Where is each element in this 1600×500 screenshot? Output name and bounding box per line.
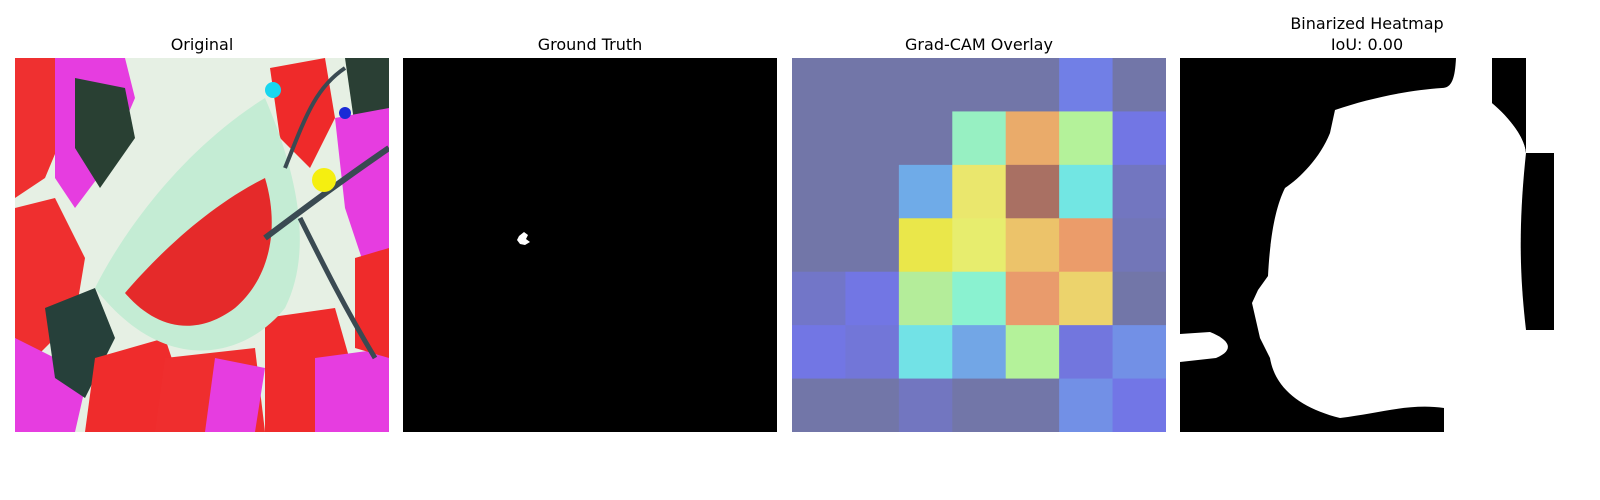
gradcam-cell [845,325,900,380]
gradcam-cell [1059,58,1114,112]
gradcam-cell [952,111,1007,166]
gradcam-cell [1005,325,1060,380]
gradcam-cell [1112,325,1166,380]
gradcam-cell [1112,218,1166,273]
gradcam-cell [952,164,1007,219]
gradcam-cell [792,325,846,380]
gradcam-cell [1112,164,1166,219]
title-binarized-heatmap: Binarized Heatmap [1290,14,1444,33]
ground-truth-render [403,58,777,432]
gradcam-cell [1112,271,1166,326]
gradcam-overlay [792,58,1166,432]
gradcam-cell [898,271,953,326]
gradcam-cell [845,58,900,112]
gradcam-cell [792,111,846,166]
gradcam-cell [845,218,900,273]
gradcam-cell [898,378,953,432]
gradcam-cell [898,218,953,273]
gradcam-cell [898,164,953,219]
gradcam-cell [898,325,953,380]
gradcam-cell [952,378,1007,432]
gradcam-cell [1059,378,1114,432]
binarized-heatmap-render [1180,58,1554,432]
gradcam-cell [1005,271,1060,326]
gradcam-cell [898,58,953,112]
gradcam-cell [845,164,900,219]
ground-truth-mask [403,58,777,432]
gradcam-cell [1112,378,1166,432]
gradcam-cell [845,111,900,166]
ground-truth-blob [517,232,530,245]
gradcam-cell [1005,378,1060,432]
gradcam-cell [952,58,1007,112]
title-iou-score: IoU: 0.00 [1330,35,1404,54]
original-image [15,58,389,432]
title-gradcam-overlay: Grad-CAM Overlay [905,35,1053,54]
gradcam-cell [792,378,846,432]
gradcam-cell [1005,164,1060,219]
binarized-heatmap [1180,58,1554,432]
gradcam-cell [952,325,1007,380]
gradcam-cell [1059,271,1114,326]
original-image-render [15,58,389,432]
gradcam-cell [1059,325,1114,380]
gradcam-cell [1005,111,1060,166]
gradcam-cell [1005,218,1060,273]
gradcam-cell [952,271,1007,326]
gradcam-cell [1059,111,1114,166]
heatmap-white-region [1252,58,1554,432]
gradcam-cell [952,218,1007,273]
gradcam-cell [1112,58,1166,112]
gradcam-cell [792,271,846,326]
title-ground-truth: Ground Truth [537,35,643,54]
gradcam-cell [1059,218,1114,273]
gradcam-cell [845,271,900,326]
gradcam-grid [792,58,1166,432]
gradcam-cell [792,218,846,273]
title-original: Original [170,35,234,54]
gradcam-cell [845,378,900,432]
gradcam-cell [1059,164,1114,219]
gradcam-cell [792,58,846,112]
gradcam-cell [792,164,846,219]
gradcam-cell [898,111,953,166]
gradcam-cell [1005,58,1060,112]
gradcam-cell [1112,111,1166,166]
